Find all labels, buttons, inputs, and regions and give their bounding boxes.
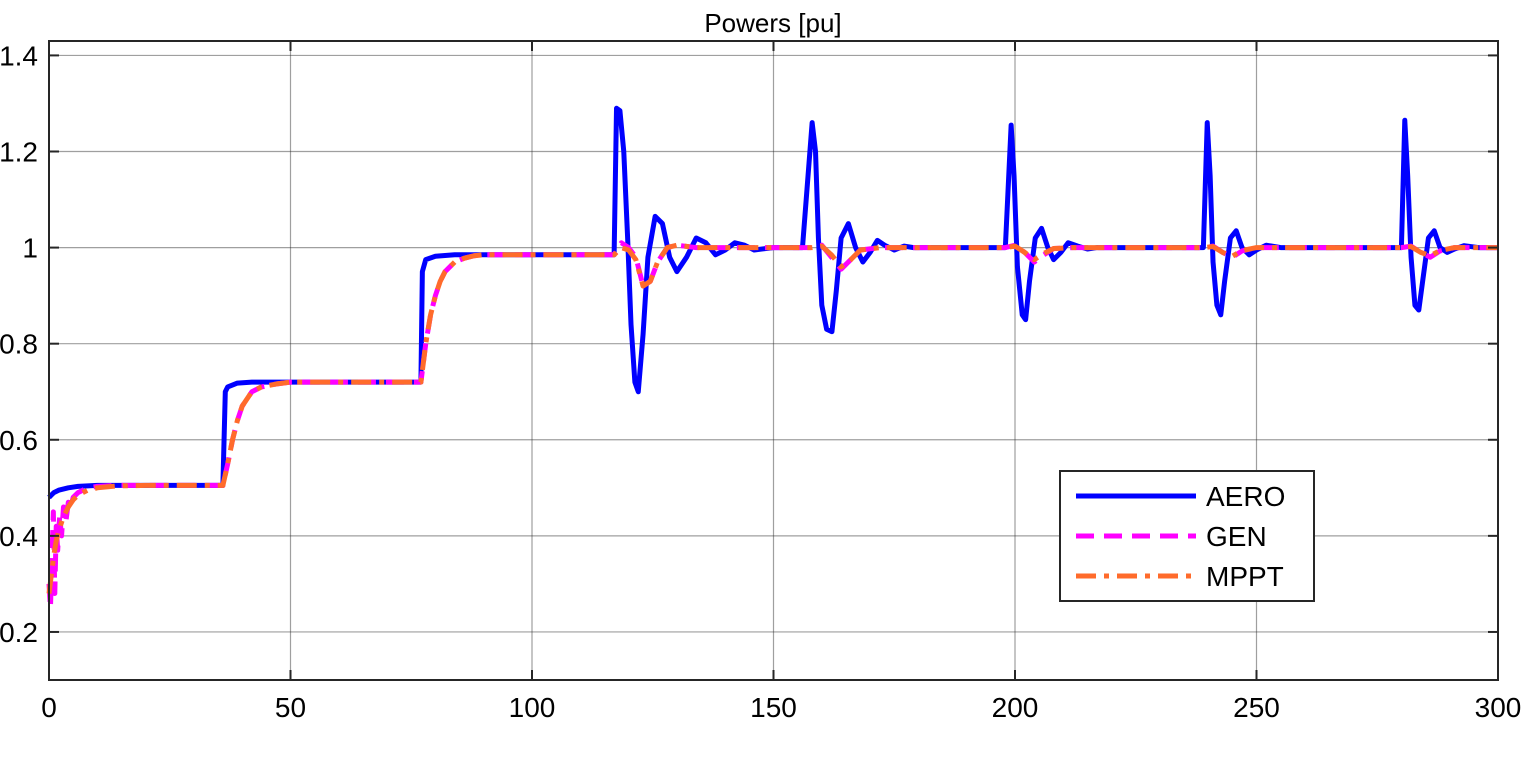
chart-title: Powers [pu] xyxy=(704,8,841,38)
legend: AERO GEN MPPT xyxy=(1059,470,1315,602)
x-axis: 0 50 100 150 200 250 300 xyxy=(41,41,1521,723)
x-tick-label-2: 100 xyxy=(509,692,556,723)
y-tick-label-4: 1 xyxy=(22,233,38,264)
legend-label-mppt: MPPT xyxy=(1206,561,1284,592)
x-tick-label-6: 300 xyxy=(1475,692,1522,723)
y-tick-label-6: 1.4 xyxy=(0,40,38,71)
y-axis: 0.2 0.4 0.6 0.8 1 1.2 1.4 xyxy=(0,40,1498,648)
y-tick-label-3: 0.8 xyxy=(0,329,38,360)
x-tick-label-3: 150 xyxy=(750,692,797,723)
x-tick-label-5: 250 xyxy=(1233,692,1280,723)
x-tick-label-4: 200 xyxy=(992,692,1039,723)
legend-box xyxy=(1059,470,1315,602)
series-line-mppt xyxy=(46,242,1498,594)
x-tick-label-0: 0 xyxy=(41,692,57,723)
x-tick-label-1: 50 xyxy=(275,692,306,723)
y-tick-label-1: 0.4 xyxy=(0,521,38,552)
y-tick-label-2: 0.6 xyxy=(0,425,38,456)
series-line-aero xyxy=(47,105,1498,500)
y-tick-label-0: 0.2 xyxy=(0,617,38,648)
legend-label-gen: GEN xyxy=(1206,521,1267,552)
legend-label-aero: AERO xyxy=(1206,481,1285,512)
series-layer xyxy=(46,105,1498,611)
y-tick-label-5: 1.2 xyxy=(0,137,38,168)
